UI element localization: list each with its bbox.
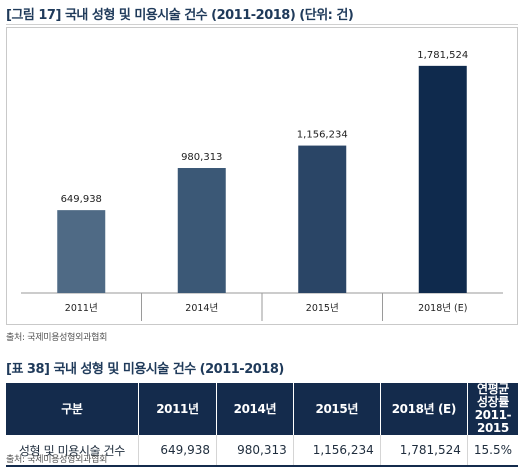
- table-source: 출처: 국제미용성형외과협회: [6, 455, 108, 465]
- x-tick-label: 2015년: [306, 303, 339, 314]
- figure-title: [그림 17] 국내 성형 및 미용시술 건수 (2011-2018) (단위:…: [6, 8, 354, 23]
- table-row: 성형 및 미용시술 건수 649,938 980,313 1,156,234 1…: [6, 435, 518, 467]
- header-category: 구분: [6, 383, 139, 435]
- header-2018e: 2018년 (E): [380, 383, 468, 435]
- data-label: 980,313: [181, 152, 222, 163]
- data-label: 1,781,524: [417, 50, 468, 61]
- cell-2015: 1,156,234: [293, 435, 381, 467]
- cell-2011: 649,938: [138, 435, 218, 467]
- figure-source: 출처: 국제미용성형외과협회: [6, 333, 108, 343]
- cell-2018e: 1,781,524: [380, 435, 468, 467]
- table-header-row: 구분 2011년 2014년 2015년 2018년 (E) 연평균 성장률 2…: [6, 383, 518, 435]
- bar: [177, 168, 226, 293]
- x-tick-label: 2011년: [65, 303, 98, 314]
- x-tick-label: 2014년: [185, 303, 218, 314]
- cell-cagr: 15.5%: [467, 435, 518, 467]
- header-2011: 2011년: [138, 383, 218, 435]
- data-label: 1,156,234: [297, 130, 348, 141]
- header-cagr-label: 연평균 성장률: [476, 382, 509, 409]
- cell-2014: 980,313: [216, 435, 294, 467]
- bar-chart: 649,938 2011년 980,313 2014년 1,156,234 2015년 1,…: [6, 27, 518, 325]
- header-cagr: 연평균 성장률 2011-2015: [467, 383, 518, 435]
- chart-svg: 649,938 2011년 980,313 2014년 1,156,234 2015년 1,…: [21, 50, 503, 321]
- data-table: 구분 2011년 2014년 2015년 2018년 (E) 연평균 성장률 2…: [6, 383, 518, 467]
- bar: [298, 145, 347, 293]
- bar: [418, 65, 467, 294]
- table-title: [표 38] 국내 성형 및 미용시술 건수 (2011-2018): [6, 362, 284, 377]
- x-tick-label: 2018년 (E): [418, 303, 467, 314]
- title-divider: [6, 24, 518, 25]
- header-2014: 2014년: [216, 383, 294, 435]
- header-cagr-period: 2011-2015: [474, 408, 512, 435]
- header-2015: 2015년: [293, 383, 381, 435]
- bar: [57, 210, 106, 293]
- row-label: 성형 및 미용시술 건수: [6, 435, 139, 467]
- data-label: 649,938: [61, 194, 102, 205]
